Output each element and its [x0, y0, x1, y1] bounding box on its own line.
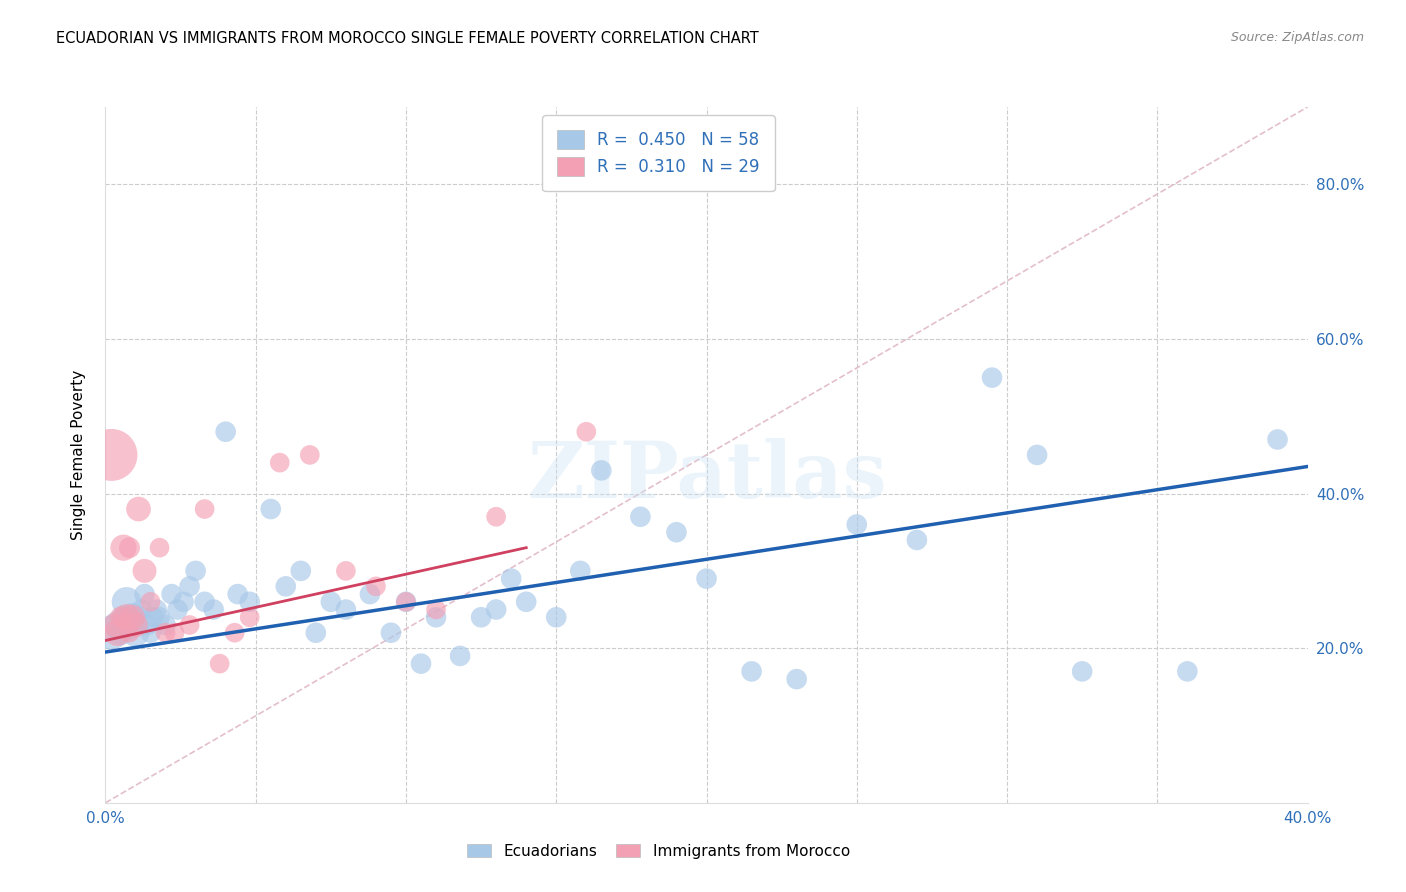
Point [395, 595, 418, 609]
Point [115, 595, 138, 609]
Point [981, 370, 1004, 384]
Point [239, 610, 262, 624]
Point [298, 448, 321, 462]
Point [139, 625, 162, 640]
Point [118, 625, 141, 640]
Point [124, 618, 146, 632]
Point [1175, 665, 1198, 679]
Point [269, 456, 291, 470]
Point [501, 572, 523, 586]
Point [1026, 448, 1049, 462]
Point [575, 425, 598, 439]
Point [179, 618, 201, 632]
Point [409, 657, 432, 671]
Point [515, 595, 537, 609]
Legend: Ecuadorians, Immigrants from Morocco: Ecuadorians, Immigrants from Morocco [461, 838, 856, 864]
Point [107, 618, 129, 632]
Point [226, 587, 249, 601]
Point [591, 463, 613, 477]
Point [380, 625, 402, 640]
Point [118, 541, 141, 555]
Point [118, 618, 141, 632]
Point [546, 610, 568, 624]
Point [239, 595, 262, 609]
Point [335, 564, 357, 578]
Point [845, 517, 868, 532]
Point [155, 618, 177, 632]
Text: ECUADORIAN VS IMMIGRANTS FROM MOROCCO SINGLE FEMALE POVERTY CORRELATION CHART: ECUADORIAN VS IMMIGRANTS FROM MOROCCO SI… [56, 31, 759, 46]
Point [425, 610, 447, 624]
Point [173, 595, 195, 609]
Point [628, 509, 651, 524]
Point [134, 587, 156, 601]
Point [305, 625, 328, 640]
Point [115, 610, 138, 624]
Point [179, 579, 201, 593]
Point [100, 448, 122, 462]
Point [470, 610, 492, 624]
Point [134, 564, 156, 578]
Point [107, 625, 129, 640]
Point [425, 602, 447, 616]
Point [449, 648, 471, 663]
Point [148, 541, 170, 555]
Point [131, 602, 153, 616]
Point [905, 533, 928, 547]
Point [1267, 433, 1289, 447]
Point [112, 541, 135, 555]
Text: ZIPatlas: ZIPatlas [527, 438, 886, 514]
Point [364, 579, 387, 593]
Point [103, 618, 125, 632]
Point [121, 610, 143, 624]
Point [100, 625, 122, 640]
Point [184, 564, 207, 578]
Point [110, 610, 132, 624]
Point [128, 610, 150, 624]
Point [128, 502, 150, 516]
Point [194, 595, 217, 609]
Y-axis label: Single Female Poverty: Single Female Poverty [72, 370, 86, 540]
Point [741, 665, 763, 679]
Point [665, 525, 688, 540]
Point [569, 564, 592, 578]
Point [224, 625, 246, 640]
Point [160, 587, 183, 601]
Point [214, 425, 236, 439]
Point [202, 602, 225, 616]
Point [696, 572, 718, 586]
Point [335, 602, 357, 616]
Point [112, 610, 135, 624]
Point [163, 625, 186, 640]
Point [124, 625, 146, 640]
Point [145, 602, 167, 616]
Point [121, 610, 143, 624]
Point [260, 502, 283, 516]
Point [319, 595, 342, 609]
Point [155, 625, 177, 640]
Point [485, 509, 508, 524]
Point [148, 610, 170, 624]
Point [290, 564, 312, 578]
Text: Source: ZipAtlas.com: Source: ZipAtlas.com [1230, 31, 1364, 45]
Point [208, 657, 231, 671]
Point [395, 595, 418, 609]
Point [786, 672, 808, 686]
Point [139, 595, 162, 609]
Point [136, 618, 159, 632]
Point [359, 587, 381, 601]
Point [110, 625, 132, 640]
Point [166, 602, 188, 616]
Point [485, 602, 508, 616]
Point [142, 610, 165, 624]
Point [274, 579, 297, 593]
Point [1071, 665, 1094, 679]
Point [194, 502, 217, 516]
